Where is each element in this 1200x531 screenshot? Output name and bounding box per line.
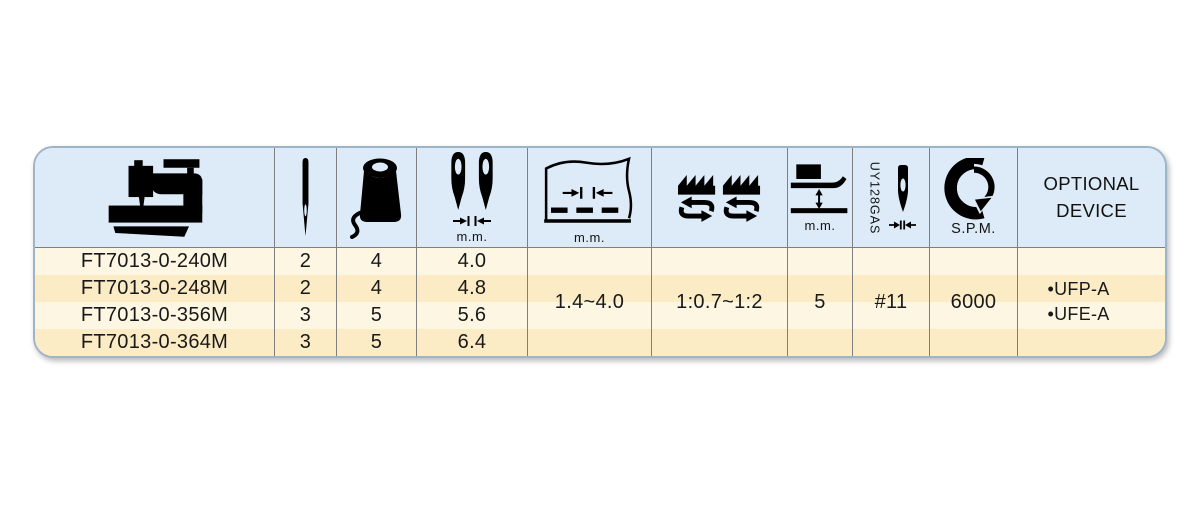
header-foot-lift: m.m. xyxy=(788,148,853,248)
optional-device-item: •UFP-A xyxy=(1047,278,1110,299)
model-cell: FT7013-0-356M xyxy=(35,302,275,329)
needle-gauge-cell: 6.4 xyxy=(417,329,528,356)
header-speed: S.P.M. xyxy=(930,148,1018,248)
speed-value: 6000 xyxy=(930,248,1018,356)
needle-system-label: UY128GAS xyxy=(867,161,881,234)
stitch-length-unit: m.m. xyxy=(574,230,605,245)
row-stripe xyxy=(35,302,1165,329)
optional-device-list: •UFP-A •UFE-A xyxy=(1018,248,1165,356)
thread-count-cell: 5 xyxy=(337,302,417,329)
row-stripe xyxy=(35,248,1165,275)
differential-feed-value: 1:0.7~1:2 xyxy=(652,248,788,356)
needle-gauge-cell: 4.8 xyxy=(417,275,528,302)
header-differential-feed xyxy=(652,148,788,248)
sewing-machine-icon xyxy=(108,158,202,237)
stitch-length-value: 1.4~4.0 xyxy=(528,248,652,356)
header-thread-count xyxy=(337,148,417,248)
thread-count-cell: 4 xyxy=(337,275,417,302)
model-cell: FT7013-0-248M xyxy=(35,275,275,302)
needle-gauge-unit: m.m. xyxy=(456,229,488,244)
optional-device-item: •UFE-A xyxy=(1047,304,1110,324)
spec-table: m.m. m.m. xyxy=(33,146,1167,358)
thread-count-cell: 5 xyxy=(337,329,417,356)
needle-count-cell: 3 xyxy=(275,302,337,329)
model-cell: FT7013-0-364M xyxy=(35,329,275,356)
thread-cone-icon xyxy=(349,158,401,239)
needle-count-cell: 2 xyxy=(275,275,337,302)
fabric-stitch-length-icon xyxy=(543,156,632,223)
row-stripe xyxy=(35,329,1165,356)
needle-count-cell: 3 xyxy=(275,329,337,356)
header-stitch-length: m.m. xyxy=(528,148,652,248)
needle-gauge-cell: 4.0 xyxy=(417,248,528,275)
header-machine xyxy=(35,148,275,248)
foot-lift-unit: m.m. xyxy=(804,218,836,233)
header-optional-device: OPTIONAL DEVICE xyxy=(1018,148,1165,248)
width-arrows-icon xyxy=(889,220,916,230)
speed-label: S.P.M. xyxy=(951,221,996,237)
needle-icon xyxy=(302,158,309,237)
differential-feed-icon xyxy=(677,175,760,222)
needle-count-cell: 2 xyxy=(275,248,337,275)
width-arrows-icon xyxy=(453,216,491,226)
thread-count-cell: 4 xyxy=(337,248,417,275)
foot-lift-value: 5 xyxy=(788,248,853,356)
rotation-speed-icon xyxy=(943,158,997,220)
model-cell: FT7013-0-240M xyxy=(35,248,275,275)
twin-needle-gauge-icon xyxy=(451,151,493,211)
header-needle-gauge: m.m. xyxy=(417,148,528,248)
row-stripe xyxy=(35,275,1165,302)
spec-grid: m.m. m.m. xyxy=(35,148,1165,356)
header-needle-system: UY128GAS xyxy=(853,148,930,248)
presser-foot-lift-icon xyxy=(790,164,848,214)
needle-size-value: #11 xyxy=(853,248,930,356)
needle-gauge-cell: 5.6 xyxy=(417,302,528,329)
header-needle-count xyxy=(275,148,337,248)
needle-system-icon xyxy=(897,165,908,212)
optional-device-label: OPTIONAL DEVICE xyxy=(1043,172,1140,221)
